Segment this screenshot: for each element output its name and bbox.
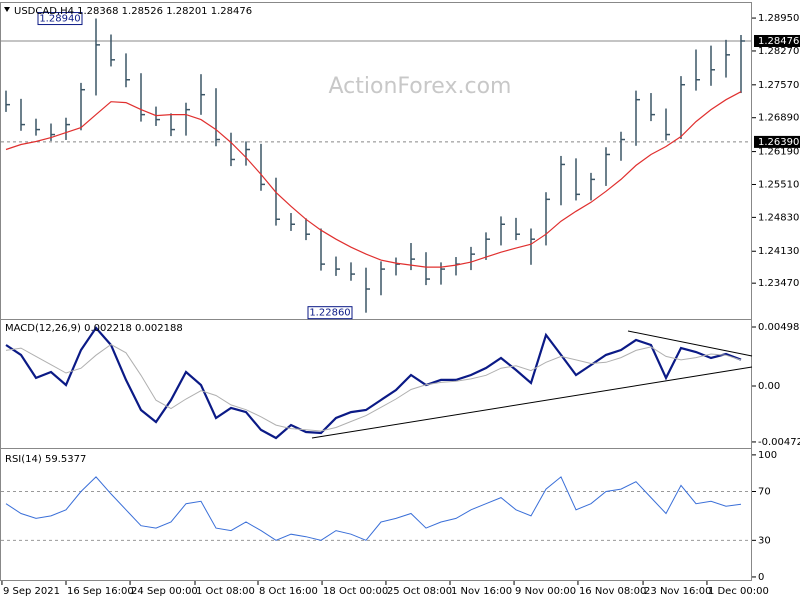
x-tick-label: 1 Oct 08:00 (196, 586, 255, 597)
y-tick-label: 1.23470 (758, 278, 799, 289)
y-tick-label: 1.28270 (758, 46, 799, 57)
annotation-box (307, 306, 353, 320)
dropdown-icon (4, 7, 10, 12)
indicator-line (5, 343, 742, 432)
y-tick-label: 1.25510 (758, 179, 799, 190)
x-tick-label: 16 Nov 08:00 (579, 586, 646, 597)
rsi-panel (0, 448, 752, 581)
moving-average (5, 91, 742, 268)
annotation: 1.28940 (39, 14, 80, 25)
y-tick-label: 1.26890 (758, 113, 799, 124)
watermark: ActionForex.com (329, 74, 512, 99)
x-tick-label: 25 Oct 08:00 (387, 586, 452, 597)
y-tick-label: 1.27570 (758, 80, 799, 91)
indicator-line (5, 476, 742, 541)
y-tick-label: 1.24830 (758, 212, 799, 223)
panel-title: MACD(12,26,9) 0.002218 0.002188 (5, 323, 183, 334)
y-tick-label: 30 (758, 535, 771, 546)
y-tick-label: 0.00498 (758, 322, 799, 333)
annotation: 1.22860 (309, 308, 350, 319)
x-tick-label: 1 Nov 16:00 (451, 586, 512, 597)
trend-line (311, 366, 753, 439)
panel-title: RSI(14) 59.5377 (5, 454, 86, 465)
x-tick-label: 16 Sep 16:00 (67, 586, 134, 597)
y-tick-label: 0.00 (758, 381, 780, 392)
price-label: 1.28476 (758, 36, 799, 47)
price-label-box (754, 135, 800, 148)
y-tick-label: 1.26190 (758, 147, 799, 158)
x-tick-label: 18 Oct 00:00 (323, 586, 388, 597)
x-tick-label: 1 Dec 00:00 (708, 586, 769, 597)
x-tick-label: 8 Oct 16:00 (259, 586, 318, 597)
trend-line (627, 330, 753, 357)
x-tick-label: 9 Sep 2021 (3, 586, 60, 597)
annotation-box (37, 12, 83, 26)
price-label-box (754, 34, 800, 47)
x-tick-label: 9 Nov 00:00 (515, 586, 576, 597)
x-tick-label: 23 Nov 16:00 (644, 586, 711, 597)
y-tick-label: 1.24130 (758, 246, 799, 257)
y-tick-label: 1.28950 (758, 13, 799, 24)
y-tick-label: -0.004723 (758, 437, 800, 448)
x-tick-label: 24 Sep 00:00 (131, 586, 198, 597)
y-tick-label: 100 (758, 450, 777, 461)
y-tick-label: 70 (758, 487, 771, 498)
y-tick-label: 0 (758, 572, 764, 583)
price-label: 1.26390 (758, 137, 799, 148)
indicator-line (5, 326, 742, 440)
panel-title: USDCAD,H4 1.28368 1.28526 1.28201 1.2847… (14, 6, 252, 17)
